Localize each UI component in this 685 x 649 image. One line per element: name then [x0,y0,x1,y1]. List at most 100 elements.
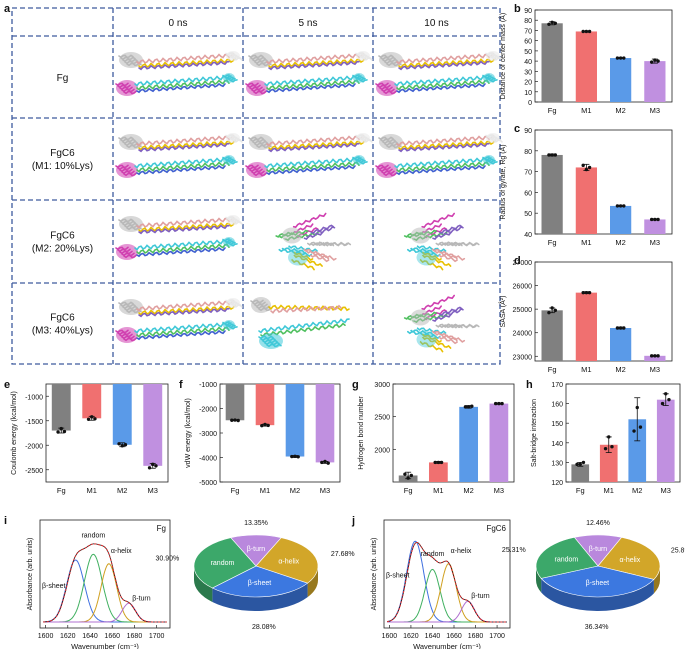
y-tick-label: 27000 [513,260,533,267]
x-tick-label: M1 [87,486,97,495]
protein-coil [253,90,267,95]
bar-M1 [428,462,448,482]
protein-coil [493,139,503,143]
bar-Fg [51,384,71,431]
data-point [550,153,554,157]
y-tick-label: -2000 [199,407,217,414]
data-point [409,473,414,478]
pie-slice-label: β-turn [247,546,266,553]
x-tick-label: M3 [320,486,330,495]
protein-coil [226,76,234,81]
y-tick-label: 170 [551,382,563,389]
protein-strand [136,52,234,65]
protein-strand [138,142,230,153]
pie-percent-label: 13.35% [244,520,268,527]
row-label-sub: (M3: 40%Lys) [32,326,93,337]
protein-coil [422,333,442,343]
pie-slice-α-helix [255,537,319,584]
pie-j: β-turn 12.46% α-helix 25.89% β-sheet 36.34% ra… [502,520,685,631]
chart-e: e -1000 -1500 -2000 -2500 Fg M1 M2 M3 Coulomb ene… [4,379,169,495]
pie-percent-label: 25.89% [671,548,685,555]
protein-coil [120,138,136,143]
protein-coil [360,79,368,83]
component-label: β-turn [471,593,490,600]
protein-coil [250,56,266,61]
protein-coil [293,251,314,261]
protein-coil [123,172,137,177]
data-point [653,217,657,222]
data-point [653,58,657,62]
y-axis-label: Coulomb energy (kcal/mol) [11,391,18,475]
protein-coil [360,161,368,165]
protein-coil [309,254,330,263]
bar-M2 [285,384,305,457]
data-point [547,310,551,315]
spectrum-i: i 1600 1620 1640 1660 1680 1700 Wavenumber (cm⁻… [4,515,171,649]
protein-domain [410,309,431,326]
protein-strand [136,243,230,255]
x-tick-label: 1700 [489,633,505,640]
protein-coil [288,245,318,252]
data-point [59,426,63,431]
protein-coil [438,336,458,345]
data-point [293,454,297,458]
x-tick-label: 1640 [82,633,98,640]
plot-frame [39,519,171,629]
y-tick-label: 25000 [513,307,533,314]
x-tick-label: M3 [661,486,671,495]
bar-M1 [575,292,597,361]
y-tick-label: 0 [528,100,532,107]
y-axis-label: Radius of gyrate, Rg (Å) [498,144,507,219]
data-point [615,326,620,330]
data-point [236,418,240,423]
panel-label-b: b [514,3,521,15]
protein-strand [134,75,230,87]
pie-slice-label: α-helix [278,558,299,565]
protein-strand [396,134,494,147]
protein-coil [226,240,234,245]
y-tick-label: 90 [524,128,532,135]
protein-strand [136,161,230,173]
protein-coil [303,248,337,261]
protein-coil [123,337,137,342]
protein-coil [421,254,452,267]
protein-coil [380,138,396,143]
protein-strand [270,304,342,314]
chart-c: c 40 50 60 70 80 90 Fg M1 M2 M3 Radius of gyrate, R… [498,123,673,247]
bar-Fg [541,310,563,361]
spectrum-j: j 1600 1620 1640 1660 1680 1700 Wavenumber (cm⁻… [351,515,511,649]
protein-coil [291,258,315,271]
protein-coil [487,53,497,57]
protein-coil [118,218,134,223]
protein-coil [233,139,243,143]
x-tick-label: 1600 [382,633,398,640]
y-axis-label: Absorbance (arb. units) [27,538,34,611]
y-tick-label: 50 [524,211,532,218]
protein-coil [356,158,364,163]
data-point [120,444,124,448]
protein-coil [122,305,138,310]
y-tick-label: 60 [524,39,532,46]
pie-percent-label: 27.68% [331,551,355,558]
protein-coil [120,220,136,225]
pie-slice-label: random [555,557,579,564]
protein-coil [252,140,268,145]
x-tick-label: Fg [548,238,557,247]
protein-coil [357,135,367,139]
data-point [667,397,671,402]
protein-strand [396,164,486,176]
data-point [86,417,91,421]
x-tick-label: M2 [290,486,300,495]
plot-frame [392,383,515,483]
y-tick-label: -1000 [25,394,43,401]
protein-coil [222,74,230,78]
y-tick-label: 150 [551,421,563,428]
data-point [233,418,237,422]
bar-M3 [644,219,666,234]
protein-coil [264,341,280,346]
protein-coil [226,158,234,163]
x-tick-label: M2 [615,106,625,115]
plot-frame [534,9,673,103]
data-point [266,423,270,428]
data-point [62,429,67,434]
